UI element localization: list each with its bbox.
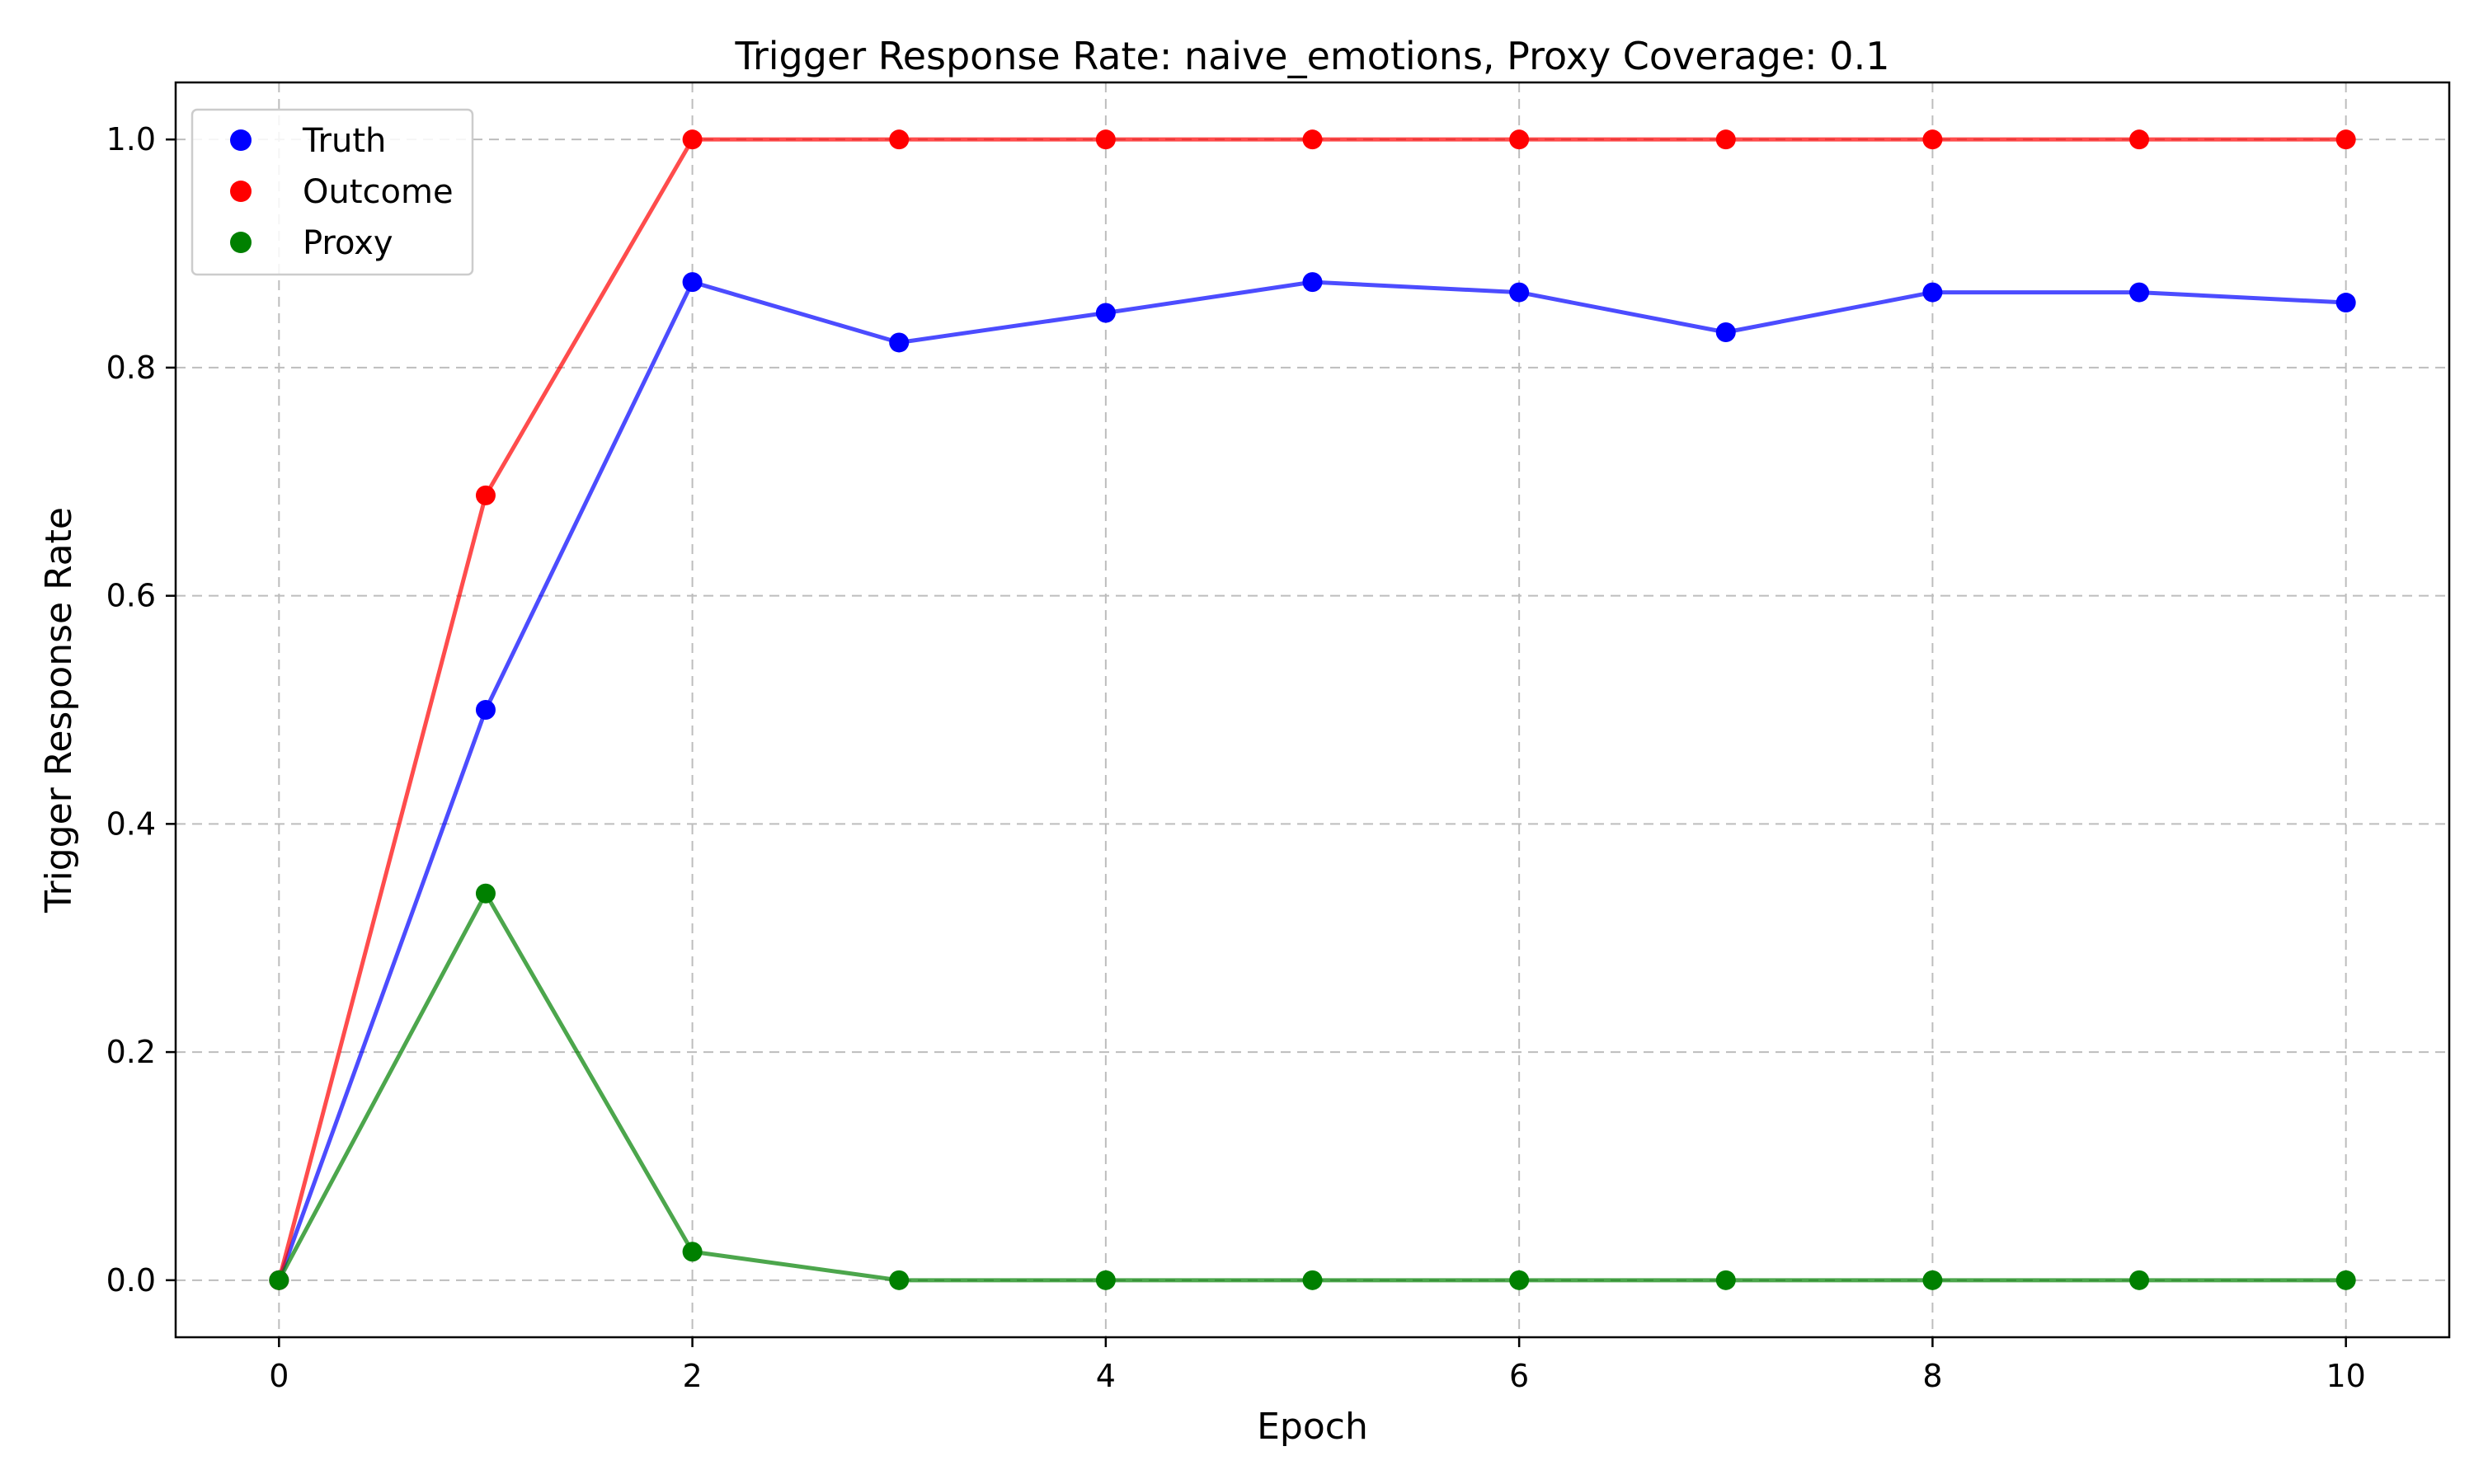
series-line — [276, 137, 2346, 1281]
y-tick-label: 0.4 — [106, 805, 156, 842]
x-tick-label: 2 — [682, 1358, 702, 1394]
x-tick-label: 10 — [2326, 1358, 2366, 1394]
series-layer — [269, 129, 2356, 1290]
legend-marker — [230, 129, 252, 151]
x-tick-label: 0 — [269, 1358, 289, 1394]
x-tick-label: 6 — [1509, 1358, 1529, 1394]
y-tick-label: 0.8 — [106, 350, 156, 386]
data-point — [889, 332, 910, 353]
y-tick-label: 1.0 — [106, 121, 156, 157]
data-point — [2335, 129, 2356, 150]
data-point — [475, 883, 496, 904]
data-point — [1509, 129, 1530, 150]
data-point — [682, 129, 703, 150]
legend-label: Truth — [302, 122, 386, 160]
legend-item: Truth — [230, 122, 386, 160]
data-point — [682, 1242, 703, 1262]
y-tick-label: 0.2 — [106, 1034, 156, 1070]
legend-marker — [230, 181, 252, 202]
data-point — [1095, 129, 1116, 150]
y-tick-label: 0.0 — [106, 1262, 156, 1298]
series-line — [277, 891, 2346, 1283]
data-point — [1509, 1270, 1530, 1290]
data-point — [1302, 1270, 1323, 1290]
legend-marker — [230, 232, 252, 253]
data-point — [889, 1270, 910, 1290]
data-point — [1922, 282, 1943, 303]
data-point — [475, 700, 496, 720]
data-point — [2129, 129, 2150, 150]
legend-item: Outcome — [230, 173, 454, 211]
axis-ticks: 0 2 4 6 8 10 0.0 0.2 0.4 0.6 0.8 1.0 — [106, 121, 2366, 1394]
legend-item: Proxy — [230, 224, 393, 262]
data-point — [2129, 1270, 2150, 1290]
y-axis-label: Trigger Response Rate — [38, 507, 80, 913]
data-point — [1095, 1270, 1116, 1290]
series-truth — [269, 272, 2356, 1290]
data-point — [1302, 272, 1323, 293]
legend-label: Outcome — [303, 173, 454, 211]
series-proxy — [269, 883, 2356, 1290]
data-point — [1715, 1270, 1736, 1290]
data-point — [1922, 1270, 1943, 1290]
legend-box — [190, 108, 474, 276]
legend: Truth Outcome Proxy — [190, 108, 474, 276]
data-point — [1922, 129, 1943, 150]
x-tick-label: 8 — [1922, 1358, 1942, 1394]
data-point — [1302, 129, 1323, 150]
x-tick-label: 4 — [1096, 1358, 1116, 1394]
data-point — [1715, 322, 1736, 343]
x-axis-label: Epoch — [1257, 1406, 1368, 1448]
data-point — [682, 272, 703, 293]
series-outcome — [269, 129, 2356, 1290]
series-line — [276, 279, 2346, 1281]
grid — [176, 82, 2449, 1337]
plot-frame — [174, 81, 2451, 1339]
data-point — [1715, 129, 1736, 150]
data-point — [269, 1270, 289, 1290]
y-tick-label: 0.6 — [106, 578, 156, 614]
data-point — [2335, 293, 2356, 313]
legend-label: Proxy — [303, 224, 393, 262]
data-point — [889, 129, 910, 150]
chart-title: Trigger Response Rate: naive_emotions, P… — [735, 34, 1890, 78]
data-point — [2129, 282, 2150, 303]
data-point — [475, 485, 496, 505]
data-point — [1509, 282, 1530, 303]
data-point — [2335, 1270, 2356, 1290]
data-point — [1095, 303, 1116, 323]
